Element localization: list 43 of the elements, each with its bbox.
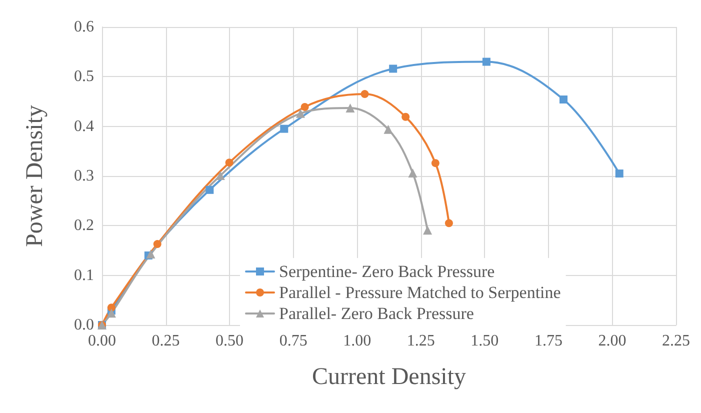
point [615, 170, 624, 178]
point [423, 226, 432, 235]
x-tick-label: 0.25 [152, 332, 180, 350]
point [106, 308, 116, 318]
x-tick-label: 1.00 [343, 332, 372, 350]
x-tick-label: 2.25 [662, 332, 690, 350]
point [402, 112, 410, 121]
point [280, 124, 288, 133]
y-tick-label: 0.2 [74, 217, 94, 234]
y-tick-label: 0.6 [74, 18, 94, 36]
point [360, 90, 369, 98]
x-tick-label: 1.50 [470, 332, 499, 350]
point [300, 102, 309, 111]
point [384, 124, 393, 134]
point [559, 96, 568, 104]
y-axis-title: Power Density [22, 105, 48, 247]
x-tick-label: 2.00 [598, 332, 626, 350]
point [153, 240, 162, 248]
y-tick-label: 0.1 [74, 266, 94, 284]
point [107, 304, 116, 312]
point [389, 64, 398, 73]
point [408, 168, 418, 178]
y-tick-label: 0.3 [74, 168, 94, 184]
point [296, 108, 305, 118]
y-tick-label: 0.0 [74, 316, 94, 334]
point [225, 158, 234, 167]
x-tick-label: 1.25 [406, 332, 435, 350]
point [482, 58, 490, 66]
point [444, 219, 453, 228]
legend-label: Parallel - Pressure Matched to Serpentine [279, 283, 561, 302]
x-axis-title: Current Density [312, 364, 466, 390]
x-tick-label: 0.75 [279, 332, 308, 350]
x-tick-label: 0.50 [216, 332, 244, 350]
legend-label: Parallel- Zero Back Pressure [279, 304, 474, 323]
x-tick-label: 1.75 [534, 332, 562, 350]
x-tick-label: 0.00 [88, 332, 116, 350]
y-tick-label: 0.5 [74, 68, 94, 86]
y-tick-label: 0.4 [74, 118, 94, 135]
point [431, 159, 440, 168]
point [206, 186, 214, 194]
point [146, 249, 156, 258]
point [346, 103, 355, 112]
legend-label: Serpentine- Zero Back Pressure [279, 262, 495, 281]
